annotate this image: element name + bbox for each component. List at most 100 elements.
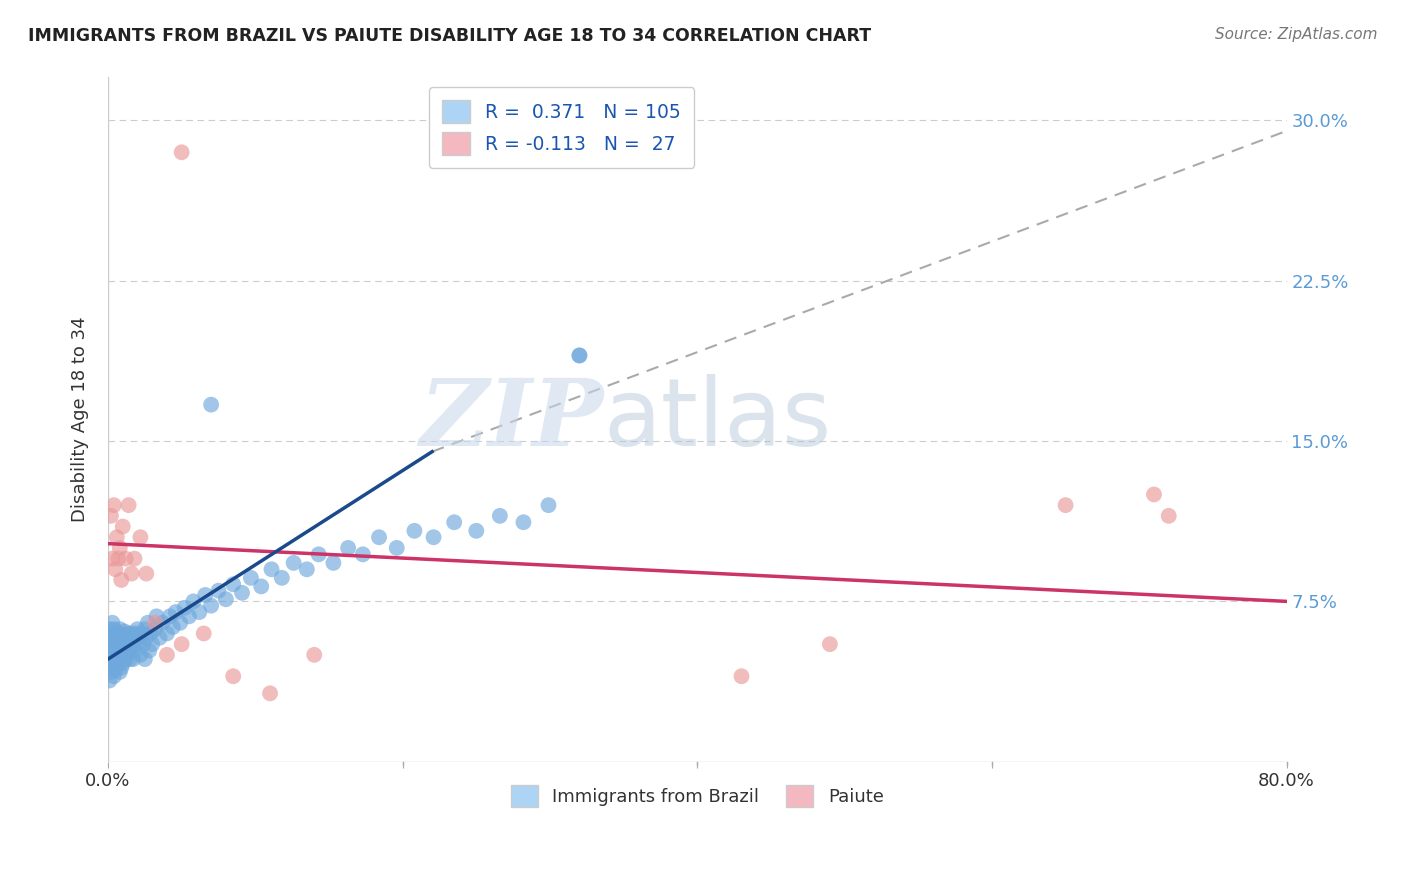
Point <box>101 615 124 630</box>
Point <box>322 556 344 570</box>
Point <box>270 571 292 585</box>
Point <box>110 632 132 647</box>
Point <box>443 515 465 529</box>
Point <box>124 551 146 566</box>
Point <box>159 609 181 624</box>
Point <box>100 652 122 666</box>
Point <box>115 631 138 645</box>
Point <box>308 547 330 561</box>
Point <box>143 615 166 630</box>
Text: IMMIGRANTS FROM BRAZIL VS PAIUTE DISABILITY AGE 18 TO 34 CORRELATION CHART: IMMIGRANTS FROM BRAZIL VS PAIUTE DISABIL… <box>28 27 872 45</box>
Point <box>127 637 149 651</box>
Point <box>352 547 374 561</box>
Point <box>103 637 125 651</box>
Point <box>98 658 121 673</box>
Point <box>143 622 166 636</box>
Point <box>101 661 124 675</box>
Point <box>108 541 131 555</box>
Point <box>152 615 174 630</box>
Point <box>1157 508 1180 523</box>
Point <box>283 556 305 570</box>
Point <box>537 498 560 512</box>
Point <box>104 562 127 576</box>
Point <box>100 665 122 679</box>
Point <box>404 524 426 538</box>
Point <box>165 605 187 619</box>
Point <box>368 530 391 544</box>
Point <box>103 498 125 512</box>
Point <box>105 530 128 544</box>
Point <box>112 624 135 639</box>
Point <box>173 600 195 615</box>
Point <box>568 348 591 362</box>
Point <box>193 626 215 640</box>
Point <box>422 530 444 544</box>
Point <box>111 643 134 657</box>
Point <box>104 635 127 649</box>
Point <box>134 622 156 636</box>
Point <box>104 663 127 677</box>
Point <box>177 609 200 624</box>
Text: ZIP: ZIP <box>419 375 603 465</box>
Point <box>207 583 229 598</box>
Point <box>101 631 124 645</box>
Point <box>100 626 122 640</box>
Point <box>818 637 841 651</box>
Point <box>125 626 148 640</box>
Legend: Immigrants from Brazil, Paiute: Immigrants from Brazil, Paiute <box>503 778 891 814</box>
Point <box>250 579 273 593</box>
Point <box>114 551 136 566</box>
Point <box>156 648 179 662</box>
Point <box>115 648 138 662</box>
Point <box>136 615 159 630</box>
Point <box>112 640 135 654</box>
Point <box>200 599 222 613</box>
Point <box>104 648 127 662</box>
Point <box>183 594 205 608</box>
Point <box>138 643 160 657</box>
Point <box>100 637 122 651</box>
Point <box>111 657 134 671</box>
Point <box>162 620 184 634</box>
Point <box>107 626 129 640</box>
Point <box>135 566 157 581</box>
Point <box>117 498 139 512</box>
Point <box>100 648 122 662</box>
Point <box>141 637 163 651</box>
Point <box>110 661 132 675</box>
Point <box>568 348 591 362</box>
Point <box>465 524 488 538</box>
Point <box>104 626 127 640</box>
Point <box>120 637 142 651</box>
Point <box>194 588 217 602</box>
Point <box>101 551 124 566</box>
Point <box>135 631 157 645</box>
Point <box>730 669 752 683</box>
Point <box>100 508 122 523</box>
Point <box>107 641 129 656</box>
Point <box>110 648 132 662</box>
Point <box>98 622 121 636</box>
Point <box>127 622 149 636</box>
Point <box>139 626 162 640</box>
Point <box>124 643 146 657</box>
Point <box>122 637 145 651</box>
Point <box>260 562 283 576</box>
Point <box>200 398 222 412</box>
Point <box>114 652 136 666</box>
Point <box>110 573 132 587</box>
Point <box>114 637 136 651</box>
Point <box>108 665 131 679</box>
Point <box>108 622 131 636</box>
Point <box>103 652 125 666</box>
Point <box>98 643 121 657</box>
Point <box>259 686 281 700</box>
Point <box>1143 487 1166 501</box>
Point <box>170 145 193 160</box>
Point <box>105 658 128 673</box>
Point <box>222 577 245 591</box>
Point <box>107 654 129 668</box>
Point <box>107 551 129 566</box>
Point <box>103 669 125 683</box>
Point <box>98 631 121 645</box>
